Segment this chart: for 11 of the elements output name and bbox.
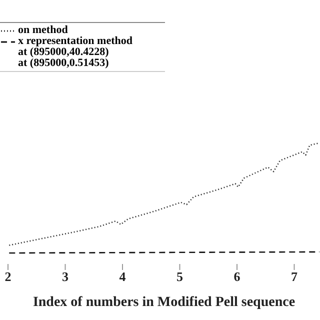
x-tick-label: 6 [234, 269, 241, 284]
legend-label: x representation method [18, 35, 132, 47]
x-axis-title: Index of numbers in Modified Pell sequence [32, 295, 296, 310]
x-tick-label: 2 [4, 269, 12, 284]
x-tick-label: 4 [119, 269, 126, 284]
text: at (895000,0.51453) [17, 57, 110, 69]
x-tick-label: 7 [290, 269, 298, 284]
x-tick-label: 5 [176, 269, 184, 284]
legend-label: on method [18, 24, 68, 36]
x-tick-label: 3 [62, 269, 69, 284]
text: at (895000,40.4228) [17, 46, 110, 58]
